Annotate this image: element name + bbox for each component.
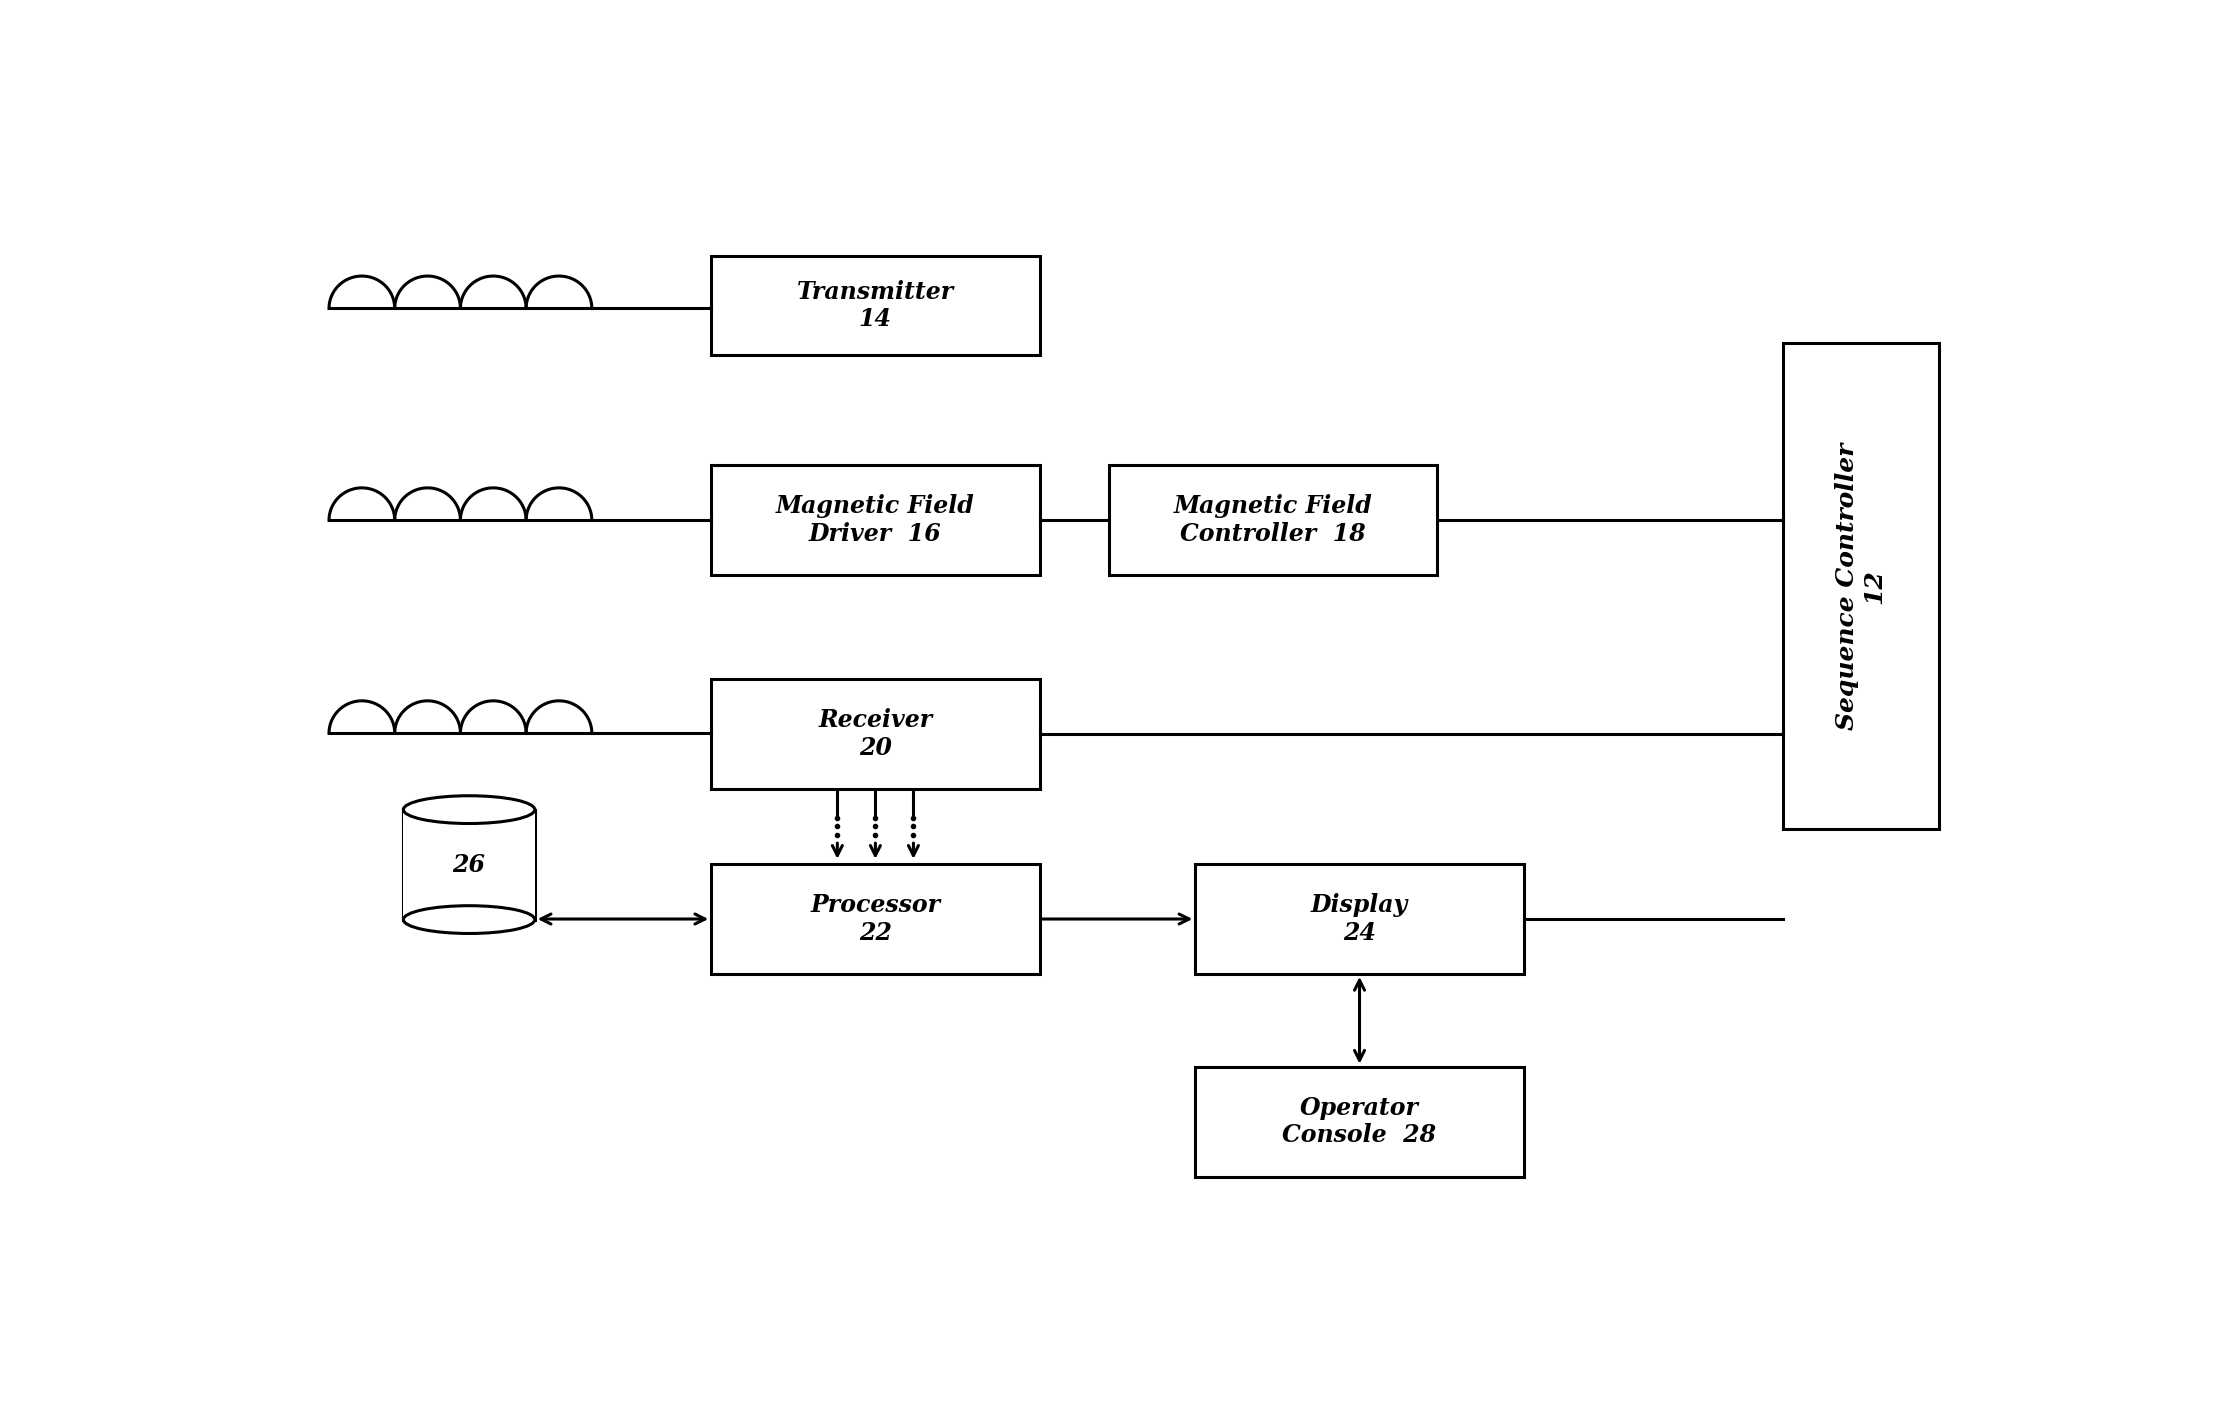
Text: Display
24: Display 24 <box>1312 893 1408 945</box>
Text: Receiver
20: Receiver 20 <box>819 708 933 760</box>
Text: Processor
22: Processor 22 <box>810 893 941 945</box>
Ellipse shape <box>404 906 535 934</box>
Text: Magnetic Field
Driver  16: Magnetic Field Driver 16 <box>776 493 975 545</box>
FancyBboxPatch shape <box>712 256 1040 355</box>
Text: Magnetic Field
Controller  18: Magnetic Field Controller 18 <box>1174 493 1372 545</box>
Ellipse shape <box>404 796 535 824</box>
Text: 26: 26 <box>453 852 486 876</box>
Text: Transmitter
14: Transmitter 14 <box>796 280 955 332</box>
FancyBboxPatch shape <box>1196 1067 1524 1177</box>
FancyBboxPatch shape <box>1783 343 1939 829</box>
FancyBboxPatch shape <box>1196 863 1524 974</box>
Text: Sequence Controller
12: Sequence Controller 12 <box>1836 442 1887 731</box>
FancyBboxPatch shape <box>712 465 1040 575</box>
Text: Operator
Console  28: Operator Console 28 <box>1283 1095 1437 1147</box>
FancyBboxPatch shape <box>712 678 1040 788</box>
FancyBboxPatch shape <box>1109 465 1437 575</box>
FancyBboxPatch shape <box>712 863 1040 974</box>
Polygon shape <box>404 810 535 920</box>
